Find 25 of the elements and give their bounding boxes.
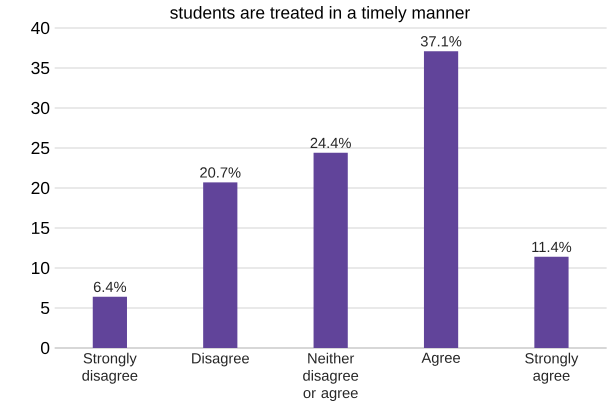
- x-tick-label: Agree: [422, 352, 460, 366]
- data-label: 20.7%: [200, 167, 241, 178]
- y-tick-label: 30: [31, 102, 50, 114]
- bar: [314, 152, 348, 348]
- x-tick-label: Neither disagree or agree: [303, 352, 358, 402]
- data-label: 24.4%: [310, 138, 351, 148]
- data-label: 11.4%: [532, 242, 572, 252]
- x-tick-label: Strongly agree: [525, 352, 578, 384]
- y-tick-label: 15: [32, 222, 50, 234]
- y-tick-label: 40: [31, 22, 50, 34]
- x-tick-label: Strongly disagree: [82, 352, 138, 384]
- chart-title: students are treated in a timely manner: [170, 6, 470, 22]
- y-tick-label: 0: [40, 342, 50, 354]
- y-tick-label: 25: [32, 142, 50, 154]
- y-tick-label: 35: [31, 62, 50, 74]
- y-tick-label: 20: [32, 182, 50, 194]
- data-label: 37.1%: [420, 36, 462, 46]
- bar: [203, 182, 238, 348]
- bar: [92, 296, 127, 348]
- data-label: 6.4%: [94, 282, 126, 292]
- y-tick-label: 5: [41, 302, 50, 314]
- y-tick-label: 10: [32, 262, 50, 274]
- bar: [424, 51, 458, 348]
- x-tick-label: Disagree: [192, 352, 249, 366]
- bar: [534, 256, 569, 348]
